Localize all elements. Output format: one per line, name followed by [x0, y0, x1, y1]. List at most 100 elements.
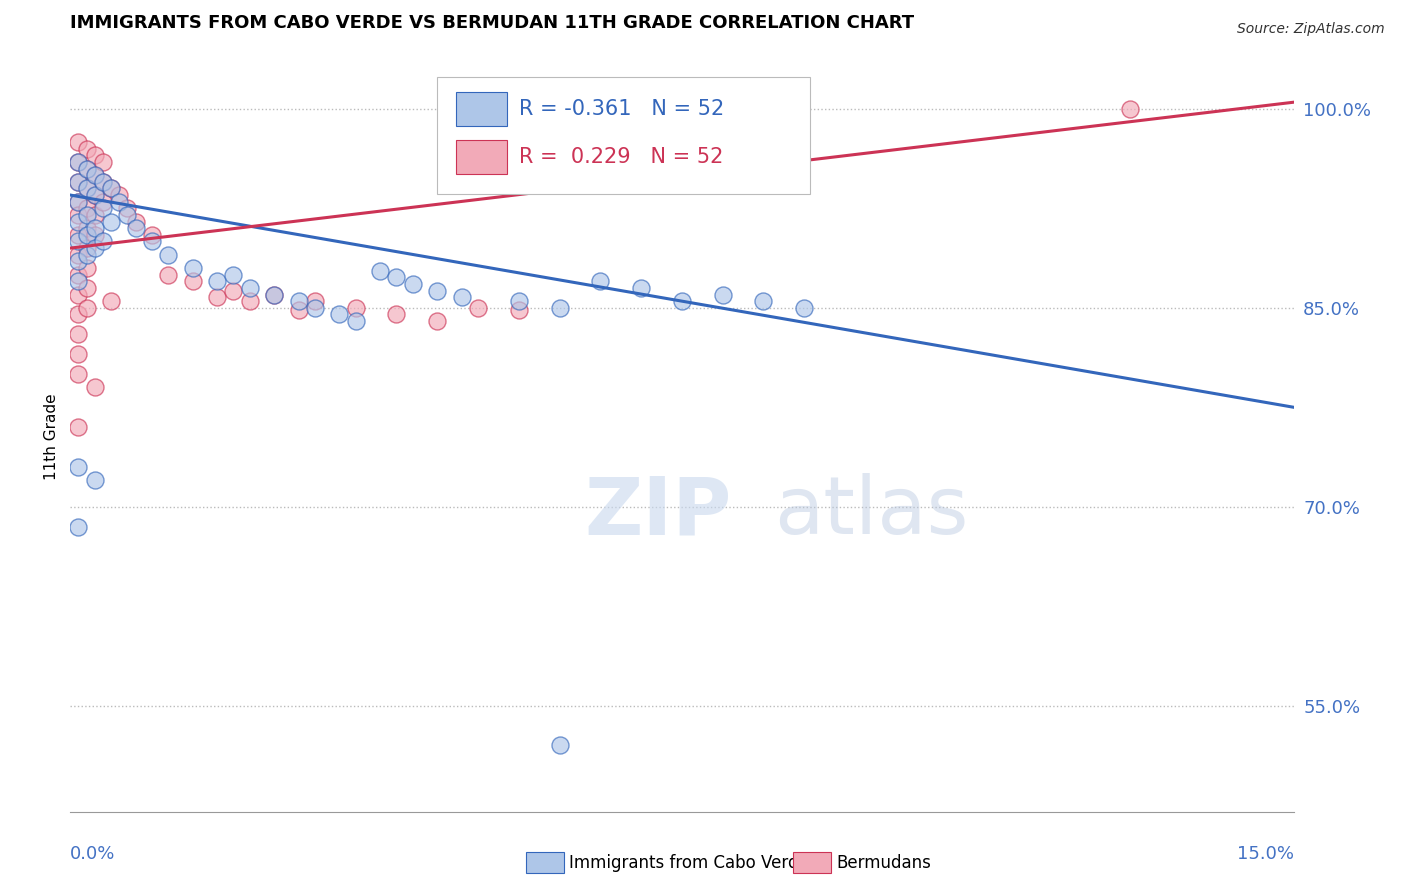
- Point: [402, 277, 425, 291]
- Point: [76, 208, 98, 222]
- Point: [124, 214, 146, 228]
- Text: Bermudans: Bermudans: [837, 854, 931, 871]
- Point: [205, 290, 228, 304]
- Point: [181, 260, 204, 275]
- Point: [67, 248, 90, 262]
- Point: [67, 175, 90, 189]
- Point: [91, 155, 114, 169]
- Point: [67, 254, 90, 268]
- Point: [91, 194, 114, 209]
- Point: [67, 235, 90, 249]
- Point: [76, 161, 98, 176]
- Point: [141, 235, 163, 249]
- Point: [467, 301, 489, 315]
- Point: [67, 135, 90, 149]
- Point: [67, 214, 90, 228]
- Point: [83, 168, 105, 182]
- Point: [108, 194, 131, 209]
- Point: [426, 314, 449, 328]
- Text: R = -0.361   N = 52: R = -0.361 N = 52: [519, 99, 724, 119]
- Point: [508, 294, 530, 309]
- Point: [548, 739, 571, 753]
- Point: [76, 260, 98, 275]
- Point: [671, 294, 693, 309]
- Point: [124, 221, 146, 235]
- Point: [83, 188, 105, 202]
- Point: [239, 281, 262, 295]
- Point: [83, 168, 105, 182]
- Point: [83, 227, 105, 242]
- Point: [287, 294, 309, 309]
- Point: [508, 303, 530, 318]
- Point: [385, 307, 408, 321]
- Point: [711, 287, 734, 301]
- Point: [304, 301, 326, 315]
- Point: [67, 274, 90, 288]
- Point: [67, 194, 90, 209]
- Point: [100, 181, 122, 195]
- Point: [344, 301, 367, 315]
- Text: Immigrants from Cabo Verde: Immigrants from Cabo Verde: [569, 854, 810, 871]
- Point: [67, 367, 90, 381]
- Point: [91, 175, 114, 189]
- Point: [181, 274, 204, 288]
- FancyBboxPatch shape: [456, 140, 508, 174]
- Text: 15.0%: 15.0%: [1236, 846, 1294, 863]
- Point: [76, 301, 98, 315]
- Point: [67, 268, 90, 282]
- Point: [76, 142, 98, 156]
- Point: [205, 274, 228, 288]
- Point: [67, 287, 90, 301]
- Point: [368, 263, 391, 277]
- Text: Source: ZipAtlas.com: Source: ZipAtlas.com: [1237, 22, 1385, 37]
- Point: [76, 221, 98, 235]
- Point: [328, 307, 350, 321]
- Point: [83, 221, 105, 235]
- Point: [67, 327, 90, 342]
- Point: [287, 303, 309, 318]
- Point: [67, 175, 90, 189]
- Point: [141, 227, 163, 242]
- Point: [76, 227, 98, 242]
- Point: [344, 314, 367, 328]
- Point: [67, 519, 90, 533]
- Point: [304, 294, 326, 309]
- Point: [793, 301, 815, 315]
- Point: [83, 148, 105, 162]
- Point: [117, 208, 139, 222]
- FancyBboxPatch shape: [437, 78, 810, 194]
- Point: [100, 294, 122, 309]
- Point: [67, 227, 90, 242]
- Point: [426, 284, 449, 298]
- Point: [83, 208, 105, 222]
- Point: [67, 194, 90, 209]
- Point: [83, 188, 105, 202]
- FancyBboxPatch shape: [456, 92, 508, 126]
- Text: ZIP: ZIP: [583, 473, 731, 551]
- Point: [263, 287, 285, 301]
- Text: IMMIGRANTS FROM CABO VERDE VS BERMUDAN 11TH GRADE CORRELATION CHART: IMMIGRANTS FROM CABO VERDE VS BERMUDAN 1…: [70, 14, 914, 32]
- Point: [67, 208, 90, 222]
- Point: [100, 214, 122, 228]
- Point: [222, 284, 245, 298]
- Point: [450, 290, 472, 304]
- Text: R =  0.229   N = 52: R = 0.229 N = 52: [519, 147, 724, 167]
- Point: [76, 181, 98, 195]
- Point: [67, 155, 90, 169]
- Point: [752, 294, 775, 309]
- Point: [117, 202, 139, 216]
- Point: [76, 202, 98, 216]
- Point: [239, 294, 262, 309]
- Point: [263, 287, 285, 301]
- Point: [67, 155, 90, 169]
- Text: 0.0%: 0.0%: [70, 846, 115, 863]
- Point: [630, 281, 652, 295]
- Y-axis label: 11th Grade: 11th Grade: [44, 393, 59, 481]
- Point: [67, 459, 90, 474]
- Point: [67, 347, 90, 361]
- Point: [100, 181, 122, 195]
- Point: [67, 420, 90, 434]
- Point: [1119, 102, 1142, 116]
- Point: [589, 274, 612, 288]
- Point: [157, 248, 180, 262]
